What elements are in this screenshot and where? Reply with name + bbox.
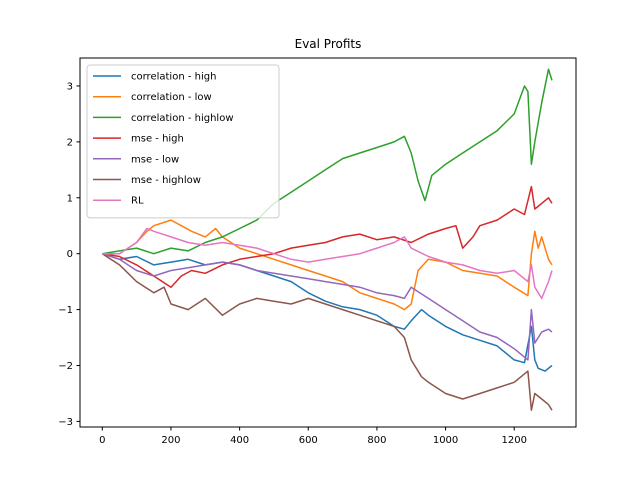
- chart-title: Eval Profits: [295, 37, 362, 51]
- plot-frame: [79, 57, 577, 428]
- x-tick-label: 600: [299, 435, 318, 446]
- legend: correlation - high correlation - low corre…: [86, 64, 280, 219]
- legend-box: [86, 64, 280, 219]
- series-line-1: [102, 219, 553, 311]
- series-line-6: [102, 227, 553, 300]
- x-tick-label: 800: [367, 435, 386, 446]
- legend-label-1: correlation - low: [131, 92, 212, 103]
- x-tick-label: 0: [99, 435, 105, 446]
- x-tick-label: 200: [161, 435, 180, 446]
- legend-label-2: correlation - highlow: [131, 113, 234, 124]
- y-tick-label: −2: [58, 361, 73, 372]
- legend-label-0: correlation - high: [131, 72, 216, 83]
- y-axis: −3 −2 −1 0 1 2 3: [58, 81, 80, 428]
- y-tick-label: −3: [58, 417, 73, 428]
- y-tick-label: 0: [67, 249, 73, 260]
- series-line-2: [102, 68, 553, 255]
- y-tick-label: 3: [67, 81, 73, 92]
- series-line-5: [101, 253, 553, 411]
- legend-label-4: mse - low: [131, 154, 179, 165]
- x-tick-label: 400: [230, 435, 249, 446]
- legend-label-5: mse - highlow: [131, 175, 201, 186]
- legend-label-3: mse - high: [131, 134, 184, 145]
- series-line-4: [102, 252, 553, 361]
- series-line-0: [102, 252, 553, 372]
- y-tick-label: 2: [67, 137, 73, 148]
- x-axis: 0 200 400 600 800 1000 1200: [99, 427, 527, 446]
- series-line-3: [102, 185, 553, 288]
- legend-label-6: RL: [131, 196, 144, 207]
- x-tick-label: 1000: [433, 435, 458, 446]
- y-tick-label: 1: [67, 193, 73, 204]
- x-tick-label: 1200: [501, 435, 526, 446]
- plot-lines: [101, 68, 553, 411]
- y-tick-label: −1: [58, 305, 73, 316]
